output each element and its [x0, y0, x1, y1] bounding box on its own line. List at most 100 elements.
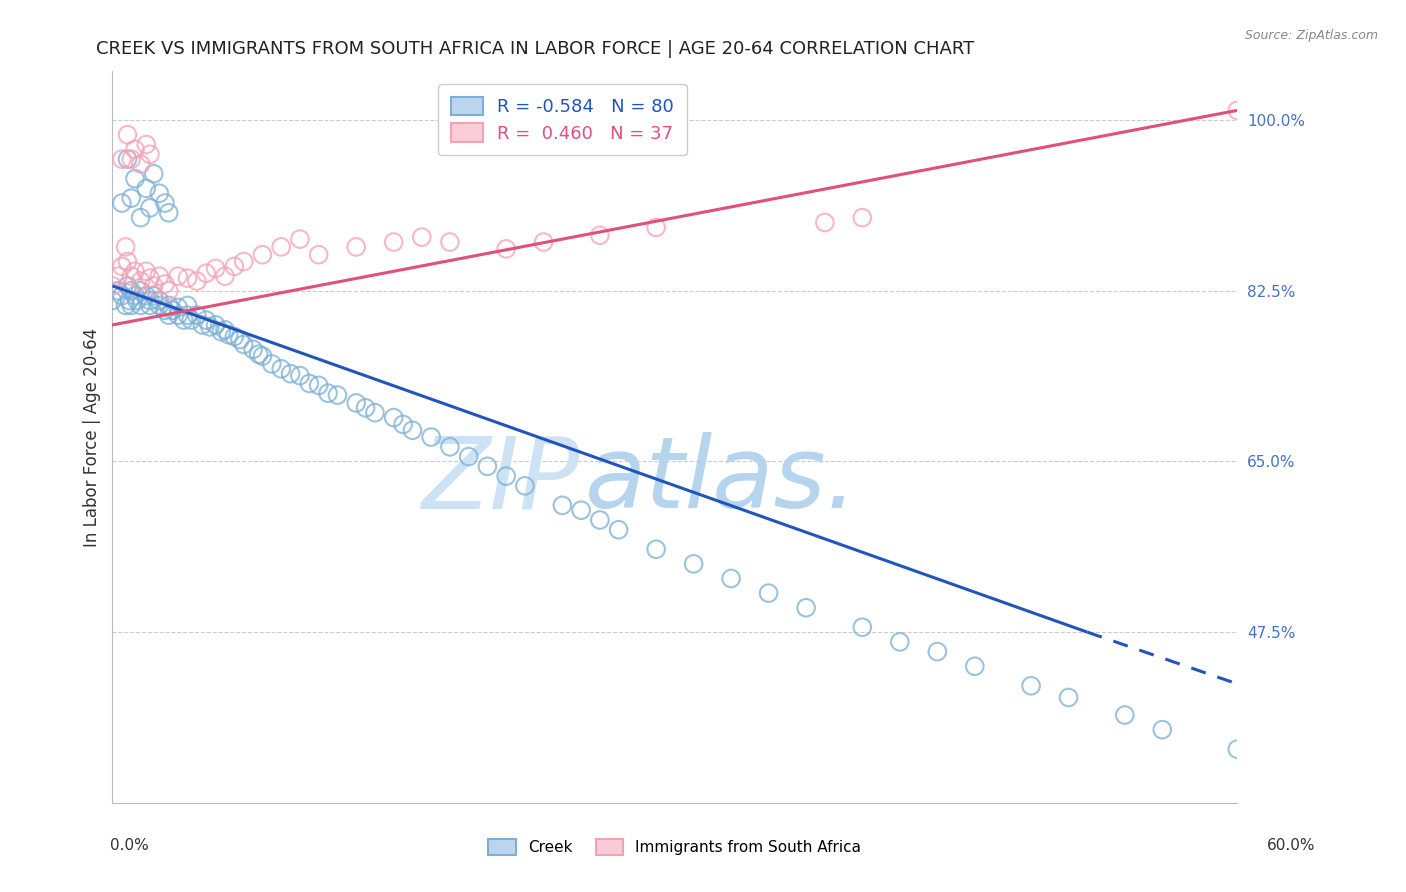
Point [457, 450, 479, 464]
Point [139, 271, 162, 285]
Point [142, 167, 165, 181]
Point [135, 181, 157, 195]
Point [120, 298, 142, 312]
Text: 60.0%: 60.0% [1267, 838, 1315, 853]
Point [167, 269, 190, 284]
Point [111, 196, 134, 211]
Point [288, 368, 311, 383]
Point [204, 318, 226, 332]
Point [176, 298, 198, 312]
Point [157, 206, 180, 220]
Point [153, 303, 176, 318]
Point [107, 284, 129, 298]
Point [139, 293, 162, 308]
Point [232, 337, 254, 351]
Point [382, 410, 405, 425]
Point [851, 211, 873, 225]
Point [280, 367, 302, 381]
Point [135, 264, 157, 278]
Point [247, 347, 270, 361]
Point [139, 298, 162, 312]
Point [298, 376, 321, 391]
Point [420, 430, 443, 444]
Point [308, 248, 330, 262]
Point [209, 325, 232, 339]
Point [114, 240, 136, 254]
Point [889, 635, 911, 649]
Point [124, 171, 146, 186]
Point [107, 269, 129, 284]
Point [589, 513, 612, 527]
Point [1152, 723, 1174, 737]
Point [176, 271, 198, 285]
Point [1114, 708, 1136, 723]
Point [120, 284, 142, 298]
Point [495, 242, 517, 256]
Point [162, 303, 184, 318]
Point [167, 301, 190, 315]
Point [1057, 690, 1080, 705]
Point [308, 378, 330, 392]
Point [589, 228, 612, 243]
Point [316, 386, 339, 401]
Point [218, 327, 240, 342]
Point [682, 557, 704, 571]
Point [214, 323, 236, 337]
Point [129, 298, 152, 312]
Point [344, 396, 367, 410]
Point [117, 279, 139, 293]
Point [135, 137, 157, 152]
Point [186, 274, 208, 288]
Point [411, 230, 433, 244]
Legend: Creek, Immigrants from South Africa: Creek, Immigrants from South Africa [482, 833, 868, 861]
Point [401, 423, 423, 437]
Point [135, 288, 157, 302]
Point [129, 211, 152, 225]
Point [139, 147, 162, 161]
Point [173, 313, 195, 327]
Point [1226, 742, 1249, 756]
Point [101, 293, 124, 308]
Point [111, 288, 134, 302]
Point [204, 261, 226, 276]
Point [148, 186, 170, 201]
Point [101, 279, 124, 293]
Point [326, 388, 349, 402]
Point [117, 254, 139, 268]
Point [148, 269, 170, 284]
Text: atlas.: atlas. [585, 433, 858, 530]
Point [167, 308, 190, 322]
Point [720, 572, 742, 586]
Y-axis label: In Labor Force | Age 20-64: In Labor Force | Age 20-64 [83, 327, 101, 547]
Point [120, 269, 142, 284]
Point [252, 248, 274, 262]
Point [142, 288, 165, 302]
Point [607, 523, 630, 537]
Point [392, 417, 415, 432]
Text: ZIP: ZIP [420, 433, 579, 530]
Point [533, 235, 555, 249]
Point [195, 313, 218, 327]
Point [153, 277, 176, 291]
Point [252, 349, 274, 363]
Text: Source: ZipAtlas.com: Source: ZipAtlas.com [1244, 29, 1378, 42]
Point [186, 308, 208, 322]
Point [1226, 103, 1249, 118]
Point [229, 333, 252, 347]
Point [477, 459, 499, 474]
Point [364, 406, 387, 420]
Point [439, 440, 461, 454]
Text: CREEK VS IMMIGRANTS FROM SOUTH AFRICA IN LABOR FORCE | AGE 20-64 CORRELATION CHA: CREEK VS IMMIGRANTS FROM SOUTH AFRICA IN… [96, 40, 974, 58]
Point [148, 293, 170, 308]
Point [120, 152, 142, 166]
Point [124, 142, 146, 156]
Point [124, 264, 146, 278]
Point [963, 659, 986, 673]
Point [129, 274, 152, 288]
Point [224, 260, 246, 274]
Point [129, 157, 152, 171]
Point [129, 284, 152, 298]
Point [382, 235, 405, 249]
Point [176, 308, 198, 322]
Point [139, 201, 162, 215]
